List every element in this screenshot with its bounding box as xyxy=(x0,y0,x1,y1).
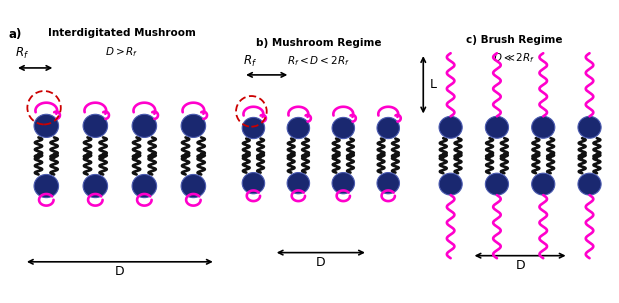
Text: b) Mushroom Regime: b) Mushroom Regime xyxy=(256,38,381,48)
Ellipse shape xyxy=(578,173,601,195)
Ellipse shape xyxy=(332,117,355,139)
Ellipse shape xyxy=(34,175,59,198)
Ellipse shape xyxy=(377,117,399,139)
Ellipse shape xyxy=(242,117,265,139)
Ellipse shape xyxy=(485,173,509,195)
Ellipse shape xyxy=(181,175,206,198)
Text: c) Brush Regime: c) Brush Regime xyxy=(465,35,562,45)
Text: a): a) xyxy=(9,28,22,41)
Ellipse shape xyxy=(485,116,509,138)
Ellipse shape xyxy=(242,172,265,194)
Ellipse shape xyxy=(532,173,555,195)
Ellipse shape xyxy=(532,116,555,138)
Text: Interdigitated Mushroom: Interdigitated Mushroom xyxy=(48,28,196,38)
Ellipse shape xyxy=(287,117,310,139)
Ellipse shape xyxy=(83,175,108,198)
Ellipse shape xyxy=(181,114,206,138)
Ellipse shape xyxy=(377,172,399,194)
Ellipse shape xyxy=(83,114,108,138)
Ellipse shape xyxy=(34,114,59,138)
Text: $R_f < D < 2R_f$: $R_f < D < 2R_f$ xyxy=(287,55,350,68)
Text: D: D xyxy=(115,265,124,278)
Ellipse shape xyxy=(332,172,355,194)
Ellipse shape xyxy=(439,116,462,138)
Ellipse shape xyxy=(578,116,601,138)
Text: $R_f$: $R_f$ xyxy=(243,54,258,69)
Text: $D > R_f$: $D > R_f$ xyxy=(105,46,139,59)
Ellipse shape xyxy=(132,175,157,198)
Text: $D \ll 2R_f$: $D \ll 2R_f$ xyxy=(493,52,535,65)
Ellipse shape xyxy=(132,114,157,138)
Text: L: L xyxy=(430,78,436,91)
Ellipse shape xyxy=(439,173,462,195)
Text: D: D xyxy=(515,259,525,272)
Text: D: D xyxy=(316,256,326,269)
Text: $R_f$: $R_f$ xyxy=(15,46,29,61)
Ellipse shape xyxy=(287,172,310,194)
